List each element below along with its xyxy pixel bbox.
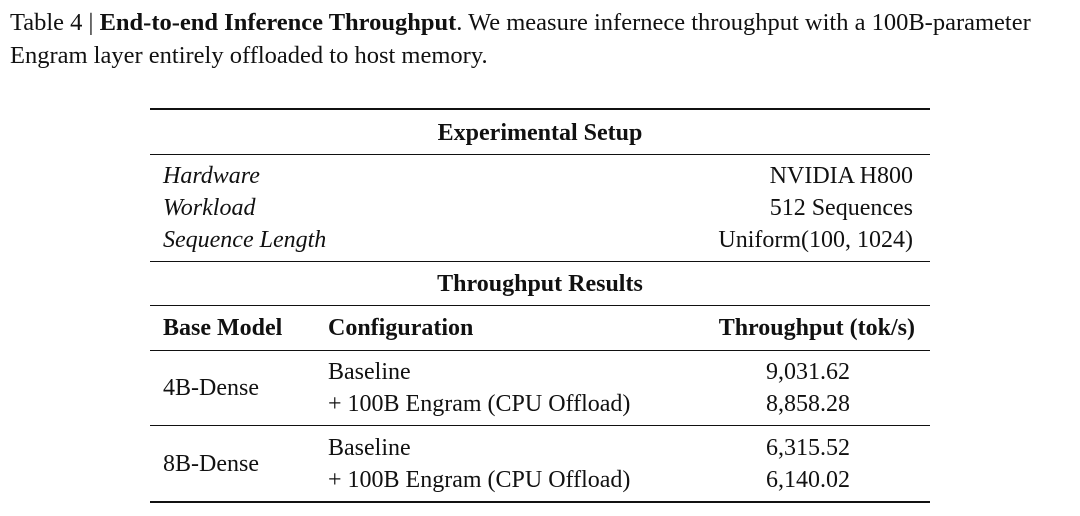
throughput-cell: 6,140.02 (766, 467, 850, 493)
column-header-throughput: Throughput (tok/s) (718, 315, 915, 341)
configuration-cell: + 100B Engram (CPU Offload) (328, 391, 631, 417)
caption-title: End-to-end Inference Throughput (99, 9, 457, 36)
column-header-configuration: Configuration (328, 315, 474, 341)
rule (150, 261, 930, 262)
configuration-cell: Baseline (328, 435, 411, 461)
setup-key: Workload (163, 195, 256, 221)
setup-value: Uniform(100, 1024) (718, 227, 913, 253)
throughput-cell: 8,858.28 (766, 391, 850, 417)
setup-value: NVIDIA H800 (769, 163, 913, 189)
base-model-cell: 4B-Dense (163, 375, 259, 401)
results-heading: Throughput Results (437, 271, 643, 297)
throughput-cell: 9,031.62 (766, 359, 850, 385)
throughput-cell: 6,315.52 (766, 435, 850, 461)
setup-key: Hardware (163, 163, 260, 189)
setup-heading: Experimental Setup (437, 120, 643, 146)
rule (150, 154, 930, 155)
setup-key: Sequence Length (163, 227, 327, 253)
table-caption: Table 4 | End-to-end Inference Throughpu… (10, 6, 1075, 72)
base-model-cell: 8B-Dense (163, 451, 259, 477)
rule (150, 425, 930, 426)
bottom-rule (150, 501, 930, 503)
column-header-base-model: Base Model (163, 315, 283, 341)
rule (150, 305, 930, 306)
setup-value: 512 Sequences (769, 195, 913, 221)
top-rule (150, 108, 930, 110)
caption-label: Table 4 | (10, 9, 100, 36)
configuration-cell: + 100B Engram (CPU Offload) (328, 467, 631, 493)
configuration-cell: Baseline (328, 359, 411, 385)
caption-text: . We measure infernece throughput with a… (10, 9, 1031, 69)
rule (150, 350, 930, 351)
